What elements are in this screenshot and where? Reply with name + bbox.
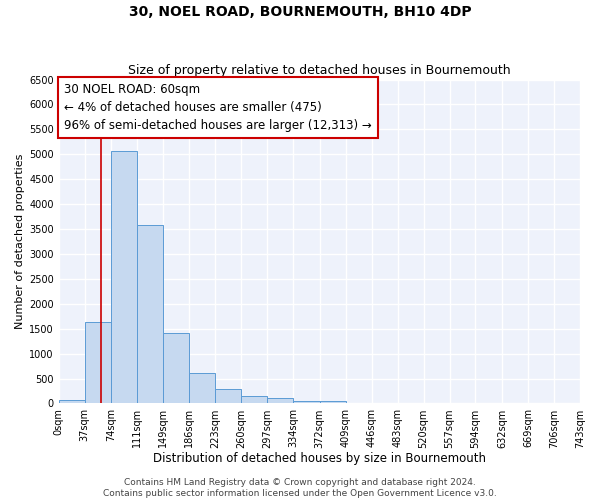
Text: 30, NOEL ROAD, BOURNEMOUTH, BH10 4DP: 30, NOEL ROAD, BOURNEMOUTH, BH10 4DP: [128, 5, 472, 19]
Bar: [163, 332, 189, 404]
Bar: [215, 388, 241, 404]
Bar: [189, 373, 215, 404]
Text: Contains HM Land Registry data © Crown copyright and database right 2024.
Contai: Contains HM Land Registry data © Crown c…: [103, 478, 497, 498]
Bar: [85, 322, 110, 404]
Title: Size of property relative to detached houses in Bournemouth: Size of property relative to detached ho…: [128, 64, 511, 77]
Bar: [110, 152, 137, 404]
Bar: [59, 400, 85, 404]
Bar: [267, 398, 293, 404]
Bar: [137, 225, 163, 404]
Y-axis label: Number of detached properties: Number of detached properties: [15, 154, 25, 329]
Bar: [293, 401, 320, 404]
Bar: [320, 401, 346, 404]
Text: 30 NOEL ROAD: 60sqm
← 4% of detached houses are smaller (475)
96% of semi-detach: 30 NOEL ROAD: 60sqm ← 4% of detached hou…: [64, 83, 372, 132]
Bar: [241, 396, 267, 404]
X-axis label: Distribution of detached houses by size in Bournemouth: Distribution of detached houses by size …: [153, 452, 486, 465]
